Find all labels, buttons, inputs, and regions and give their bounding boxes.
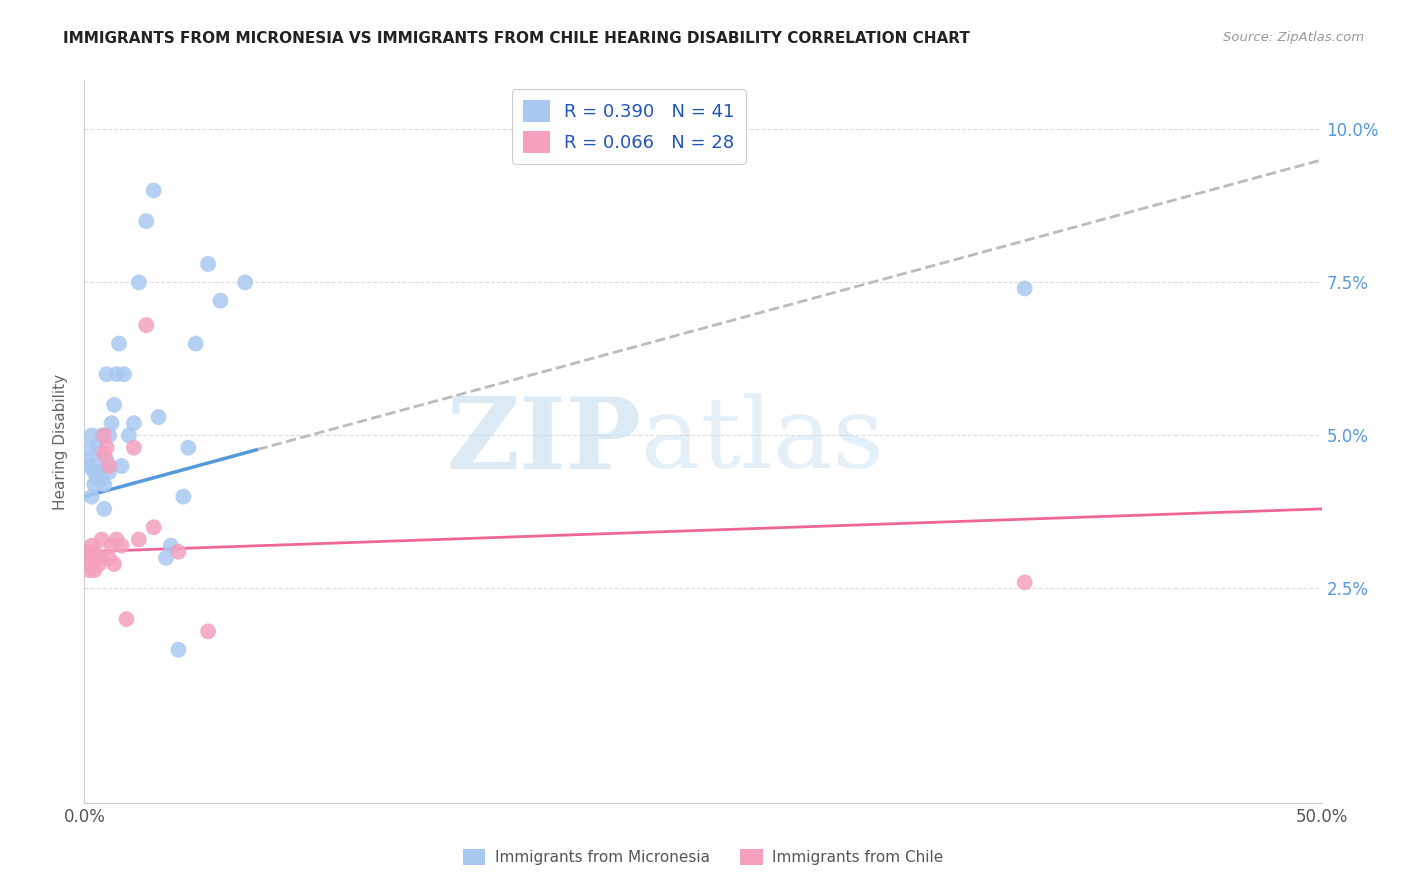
Legend: R = 0.390   N = 41, R = 0.066   N = 28: R = 0.390 N = 41, R = 0.066 N = 28 bbox=[512, 89, 745, 164]
Point bbox=[128, 276, 150, 290]
Point bbox=[76, 453, 98, 467]
Point bbox=[100, 539, 122, 553]
Point bbox=[90, 471, 112, 485]
Point bbox=[100, 416, 122, 430]
Point bbox=[79, 563, 101, 577]
Point bbox=[90, 533, 112, 547]
Text: ZIP: ZIP bbox=[446, 393, 641, 490]
Y-axis label: Hearing Disability: Hearing Disability bbox=[53, 374, 69, 509]
Text: Source: ZipAtlas.com: Source: ZipAtlas.com bbox=[1223, 31, 1364, 45]
Point bbox=[86, 471, 108, 485]
Point bbox=[76, 545, 98, 559]
Point bbox=[96, 367, 118, 381]
Point bbox=[108, 336, 131, 351]
Point bbox=[103, 398, 125, 412]
Point bbox=[112, 367, 135, 381]
Point bbox=[197, 624, 219, 639]
Point bbox=[135, 318, 157, 333]
Point bbox=[172, 490, 194, 504]
Point bbox=[197, 257, 219, 271]
Point bbox=[142, 184, 165, 198]
Point bbox=[80, 490, 103, 504]
Point bbox=[122, 416, 145, 430]
Point bbox=[83, 477, 105, 491]
Point bbox=[98, 428, 121, 442]
Point bbox=[177, 441, 200, 455]
Text: atlas: atlas bbox=[641, 393, 884, 490]
Point bbox=[184, 336, 207, 351]
Point bbox=[89, 453, 111, 467]
Point bbox=[93, 477, 115, 491]
Point bbox=[90, 550, 112, 565]
Point bbox=[80, 557, 103, 571]
Point bbox=[79, 550, 101, 565]
Point bbox=[233, 276, 256, 290]
Point bbox=[79, 441, 101, 455]
Point bbox=[89, 465, 111, 479]
Point bbox=[103, 557, 125, 571]
Point bbox=[105, 533, 128, 547]
Point bbox=[98, 458, 121, 473]
Point bbox=[83, 465, 105, 479]
Point bbox=[96, 441, 118, 455]
Point bbox=[1014, 281, 1036, 295]
Point bbox=[155, 550, 177, 565]
Point bbox=[167, 642, 190, 657]
Point bbox=[160, 539, 183, 553]
Point bbox=[79, 458, 101, 473]
Legend: Immigrants from Micronesia, Immigrants from Chile: Immigrants from Micronesia, Immigrants f… bbox=[457, 843, 949, 871]
Point bbox=[86, 441, 108, 455]
Point bbox=[122, 441, 145, 455]
Point bbox=[93, 428, 115, 442]
Point bbox=[128, 533, 150, 547]
Point bbox=[115, 612, 138, 626]
Point bbox=[148, 410, 170, 425]
Point bbox=[80, 539, 103, 553]
Point bbox=[93, 447, 115, 461]
Point bbox=[105, 367, 128, 381]
Point bbox=[142, 520, 165, 534]
Point bbox=[98, 465, 121, 479]
Point bbox=[93, 502, 115, 516]
Point bbox=[135, 214, 157, 228]
Point bbox=[80, 428, 103, 442]
Point bbox=[110, 458, 132, 473]
Point bbox=[118, 428, 141, 442]
Point bbox=[167, 545, 190, 559]
Point bbox=[86, 550, 108, 565]
Point bbox=[110, 539, 132, 553]
Point bbox=[90, 428, 112, 442]
Point bbox=[98, 550, 121, 565]
Point bbox=[83, 545, 105, 559]
Point bbox=[1014, 575, 1036, 590]
Point bbox=[83, 563, 105, 577]
Point bbox=[209, 293, 232, 308]
Point bbox=[96, 453, 118, 467]
Text: IMMIGRANTS FROM MICRONESIA VS IMMIGRANTS FROM CHILE HEARING DISABILITY CORRELATI: IMMIGRANTS FROM MICRONESIA VS IMMIGRANTS… bbox=[63, 31, 970, 46]
Point bbox=[89, 557, 111, 571]
